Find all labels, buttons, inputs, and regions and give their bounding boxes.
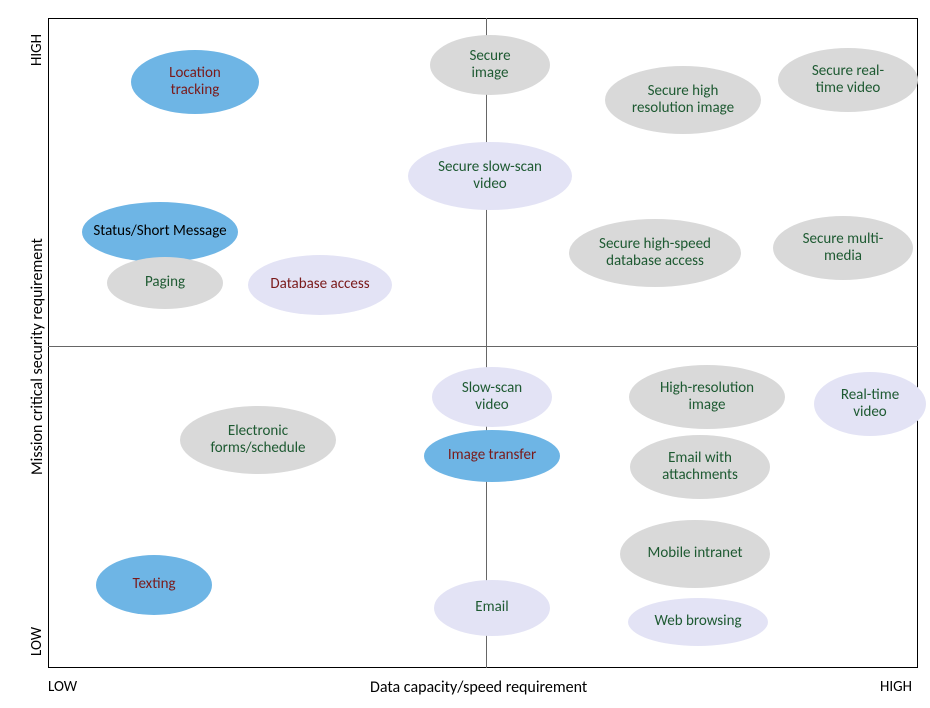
node-label: Slow-scan video [462,380,522,415]
node-paging: Paging [107,257,223,309]
node-label: Secure image [469,48,510,83]
node-texting: Texting [96,555,212,615]
node-label: Paging [145,274,185,291]
node-email-attachments: Email with attachments [630,435,770,499]
node-high-res-image: High-resolution image [629,365,785,429]
node-label: Secure high resolution image [632,83,734,118]
node-secure-hs-db-access: Secure high-speed database access [569,219,741,287]
node-label: Secure high-speed database access [599,236,711,271]
node-label: Texting [132,576,175,593]
y-axis-label: Mission critical security requirement [28,238,47,475]
node-secure-rt-video: Secure real- time video [778,48,918,112]
node-status-short-message: Status/Short Message [82,202,238,262]
quadrant-chart: Mission critical security requirement Da… [0,0,930,708]
node-location-tracking: Location tracking [131,50,259,114]
node-real-time-video: Real-time video [814,372,926,436]
node-label: Electronic forms/schedule [211,423,306,458]
node-label: Secure multi- media [803,231,884,266]
x-scale-high: HIGH [880,678,912,696]
node-label: Status/Short Message [93,223,226,240]
node-slow-scan-video: Slow-scan video [432,367,552,427]
node-label: Mobile intranet [648,545,743,562]
node-web-browsing: Web browsing [628,598,768,646]
node-mobile-intranet: Mobile intranet [620,520,770,588]
vertical-divider [486,18,487,668]
horizontal-divider [48,346,918,347]
x-axis-label: Data capacity/speed requirement [370,678,587,697]
node-email: Email [434,580,550,636]
node-secure-multimedia: Secure multi- media [773,216,913,280]
node-database-access: Database access [248,255,392,315]
node-label: Database access [270,276,369,293]
node-image-transfer: Image transfer [424,430,560,482]
node-label: Email with attachments [662,450,738,485]
y-scale-low: LOW [28,627,46,656]
node-label: Real-time video [841,387,899,422]
y-scale-high: HIGH [28,34,46,66]
node-label: Location tracking [169,65,221,100]
node-secure-image: Secure image [430,35,550,95]
node-label: High-resolution image [660,380,754,415]
node-label: Secure slow-scan video [438,159,542,194]
node-label: Email [475,599,508,616]
node-secure-slow-scan-video: Secure slow-scan video [408,142,572,210]
node-label: Web browsing [654,613,741,630]
node-secure-high-res-image: Secure high resolution image [605,66,761,134]
node-electronic-forms: Electronic forms/schedule [180,406,336,474]
node-label: Image transfer [448,447,536,464]
node-label: Secure real- time video [812,63,884,98]
x-scale-low: LOW [48,678,77,696]
